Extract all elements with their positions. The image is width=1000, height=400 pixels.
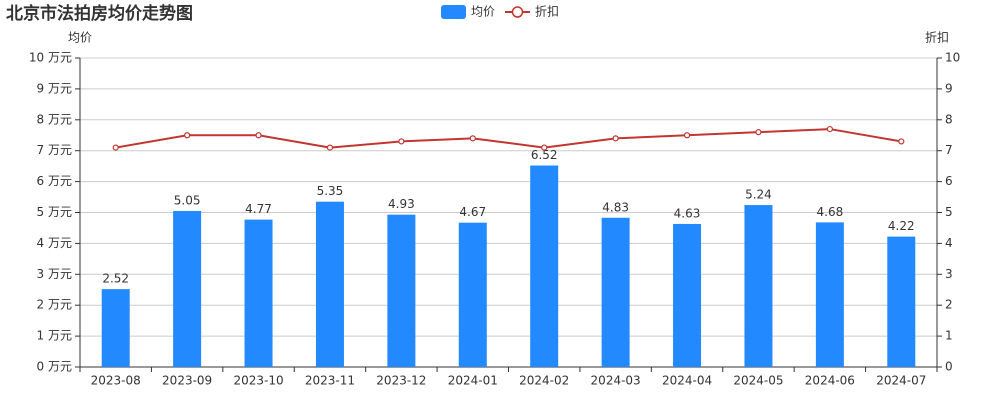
line-marker <box>112 144 119 151</box>
y-tick-label: 1 万元 <box>37 329 72 343</box>
line-marker <box>255 132 262 139</box>
bar <box>673 223 702 367</box>
line-marker <box>326 144 334 151</box>
y-tick-label: 8 万元 <box>37 112 72 126</box>
y-tick-label: 7 万元 <box>37 143 72 157</box>
x-tick-label: 2024-02 <box>519 374 569 388</box>
bar <box>601 217 630 367</box>
y2-tick-label: 10 <box>945 51 960 65</box>
data-label: 4.77 <box>245 202 272 216</box>
y-tick-label: 0 万元 <box>37 360 72 374</box>
data-label: 6.52 <box>531 148 558 162</box>
y2-tick-label: 9 <box>945 81 953 95</box>
data-label: 5.24 <box>745 188 772 202</box>
data-label: 4.68 <box>817 205 844 219</box>
x-tick-label: 2024-01 <box>448 374 498 388</box>
y2-tick-label: 6 <box>945 174 953 188</box>
bar <box>101 289 130 367</box>
y2-tick-label: 0 <box>945 360 953 374</box>
legend-label: 均价 <box>471 5 495 19</box>
data-label: 4.93 <box>388 197 415 211</box>
x-tick-label: 2024-04 <box>662 374 712 388</box>
x-tick-label: 2024-03 <box>591 374 641 388</box>
y-tick-label: 10 万元 <box>29 51 72 65</box>
data-label: 5.35 <box>317 184 344 198</box>
x-tick-label: 2023-09 <box>162 374 212 388</box>
y-tick-label: 6 万元 <box>37 174 72 188</box>
line-marker <box>184 132 191 139</box>
x-tick-label: 2024-07 <box>876 374 926 388</box>
legend-swatch <box>511 6 524 18</box>
bar <box>530 165 559 367</box>
line <box>115 128 902 149</box>
y2-tick-label: 3 <box>945 267 953 281</box>
y-tick-label: 2 万元 <box>37 298 72 312</box>
y-tick-label: 5 万元 <box>37 205 72 219</box>
bar <box>173 210 202 367</box>
y2-tick-label: 7 <box>945 143 953 157</box>
y2-tick-label: 8 <box>945 112 953 126</box>
x-tick-label: 2023-12 <box>376 374 426 388</box>
line-marker <box>898 138 905 145</box>
chart-title: 北京市法拍房均价走势图 <box>6 3 193 24</box>
line-marker <box>612 135 619 142</box>
bar <box>458 222 487 367</box>
line-marker <box>398 138 405 145</box>
legend-swatch <box>441 5 466 19</box>
y2-axis-label: 折扣 <box>925 30 949 45</box>
data-label: 5.05 <box>174 193 201 207</box>
y2-tick-label: 5 <box>945 205 953 219</box>
y2-tick-label: 2 <box>945 298 953 312</box>
line-marker <box>683 132 691 139</box>
y-tick-label: 4 万元 <box>37 236 72 250</box>
y-axis-label: 均价 <box>68 31 92 45</box>
data-label: 4.22 <box>888 219 915 233</box>
y2-tick-label: 1 <box>945 329 953 343</box>
line-marker <box>826 125 833 133</box>
y-tick-label: 9 万元 <box>37 81 72 95</box>
x-tick-label: 2024-06 <box>805 374 855 388</box>
line-marker <box>541 144 548 151</box>
bar <box>315 201 344 367</box>
x-tick-label: 2023-10 <box>233 374 283 388</box>
data-label: 4.83 <box>602 200 629 214</box>
line-marker <box>469 135 476 142</box>
bar <box>387 214 416 367</box>
x-tick-label: 2023-08 <box>91 374 141 388</box>
legend-label: 折扣 <box>535 4 559 19</box>
data-label: 2.52 <box>102 272 129 286</box>
y2-tick-label: 4 <box>945 236 953 250</box>
line-marker <box>755 129 762 136</box>
bar <box>815 222 844 367</box>
x-tick-label: 2023-11 <box>305 374 355 388</box>
bar <box>744 205 773 367</box>
data-label: 4.63 <box>674 206 701 220</box>
bar <box>244 219 273 367</box>
y-tick-label: 3 万元 <box>37 267 72 281</box>
bar <box>887 236 916 367</box>
data-label: 4.67 <box>459 205 486 219</box>
x-tick-label: 2024-05 <box>733 374 783 388</box>
